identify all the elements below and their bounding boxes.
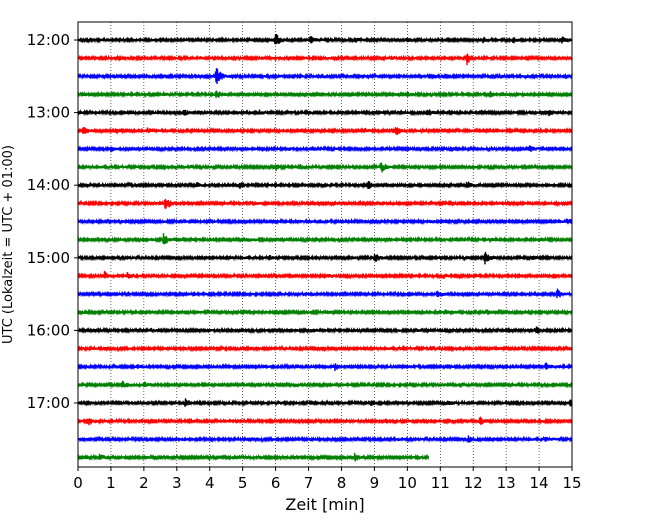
trace-line [77,270,573,280]
trace-line [77,198,573,209]
y-tick-label: 12:00 [27,31,70,49]
plot-frame [77,21,573,468]
trace-line [77,362,573,372]
x-axis-label: Zeit [min] [285,495,364,514]
trace-line [77,126,573,136]
x-tick-label: 5 [238,474,248,492]
x-axis-ticks: 0 1 2 3 4 5 6 7 8 9 10 11 12 13 14 15 [73,467,582,492]
y-tick-label: 17:00 [27,394,70,412]
y-tick-label: 15:00 [27,249,70,267]
trace-series [77,33,573,462]
trace-line [77,90,573,99]
trace-line [77,53,573,66]
x-tick-label: 8 [337,474,347,492]
x-tick-label: 12 [464,474,483,492]
trace-line [77,398,573,407]
x-tick-label: 9 [370,474,380,492]
x-tick-label: 0 [73,474,83,492]
y-tick-label: 16:00 [27,321,70,339]
trace-line [77,344,573,353]
x-gridlines [110,22,540,467]
x-tick-label: 14 [530,474,549,492]
x-tick-label: 15 [562,474,581,492]
trace-line [77,452,430,462]
x-tick-label: 10 [398,474,417,492]
trace-line [77,435,573,444]
y-axis-label: UTC (Lokalzeit = UTC + 01:00) [1,145,16,344]
trace-line [77,144,573,153]
x-tick-label: 7 [304,474,314,492]
trace-line [77,217,573,226]
trace-line [77,380,573,389]
trace-line [77,308,573,317]
trace-line [77,233,573,245]
x-tick-label: 11 [431,474,450,492]
x-tick-label: 2 [139,474,149,492]
y-tick-label: 14:00 [27,176,70,194]
trace-line [77,108,573,117]
trace-line [77,326,573,335]
trace-line [77,251,573,265]
trace-line [77,180,573,190]
x-tick-label: 3 [172,474,182,492]
trace-line [77,288,573,299]
x-tick-label: 4 [205,474,215,492]
trace-line [77,68,573,85]
x-tick-label: 13 [497,474,516,492]
trace-line [77,162,573,173]
trace-line [77,416,573,426]
y-tick-label: 13:00 [27,104,70,122]
y-axis-ticks: 12:00 13:00 14:00 15:00 16:00 17:00 [27,31,78,412]
trace-line [77,33,573,45]
x-tick-label: 6 [271,474,281,492]
x-tick-label: 1 [106,474,116,492]
